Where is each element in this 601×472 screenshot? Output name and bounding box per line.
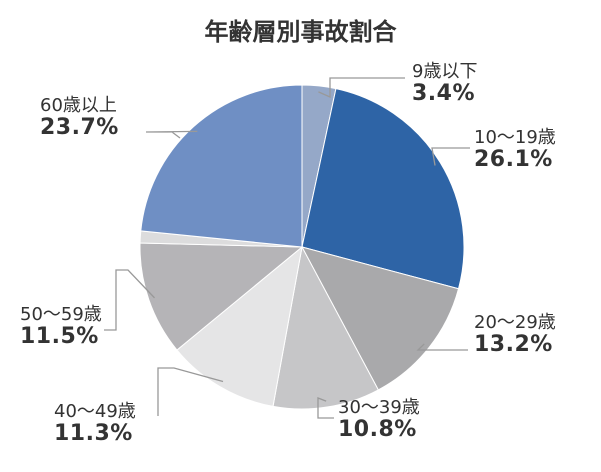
leader-line-5	[104, 269, 155, 331]
leader-line-4	[157, 367, 224, 416]
pie-slice-2	[301, 246, 460, 391]
chart-title: 年齢層別事故割合	[204, 18, 397, 46]
slice-name: 10〜19歳	[474, 127, 556, 148]
pie-slice-3	[272, 245, 379, 410]
slice-name: 20〜29歳	[474, 312, 556, 333]
slice-percent: 10.8%	[338, 417, 417, 443]
slice-percent: 11.3%	[54, 421, 133, 447]
pie-slice-5	[139, 242, 304, 351]
slice-percent: 11.5%	[20, 324, 99, 350]
leader-line-7	[145, 130, 198, 139]
slice-percent: 23.7%	[40, 115, 119, 141]
slice-percent: 3.4%	[412, 81, 476, 107]
slice-name: 60歳以上	[40, 95, 117, 116]
slice-name: 40〜49歳	[54, 401, 136, 422]
slice-label-5: 50〜59歳 11.5%	[20, 304, 102, 350]
slice-percent: 13.2%	[474, 332, 553, 358]
leader-line-3	[317, 397, 334, 419]
pie-slice-1	[301, 88, 465, 290]
slice-label-7: 60歳以上 23.7%	[40, 95, 119, 141]
slice-name: 50〜59歳	[20, 304, 102, 325]
leader-line-1	[431, 147, 470, 166]
leader-line-2	[416, 343, 468, 351]
slice-label-4: 40〜49歳 11.3%	[54, 401, 136, 447]
pie-slice-4	[176, 245, 303, 407]
slice-label-2: 20〜29歳 13.2%	[474, 312, 556, 358]
slice-name: 9歳以下	[412, 61, 478, 82]
slice-label-0: 9歳以下 3.4%	[412, 61, 478, 107]
slice-label-1: 10〜19歳 26.1%	[474, 127, 556, 173]
slice-name: 30〜39歳	[338, 397, 420, 418]
slice-label-3: 30〜39歳 10.8%	[338, 397, 420, 443]
slice-percent: 26.1%	[474, 147, 553, 173]
leader-line-0	[318, 77, 405, 98]
pie-slice-7	[140, 84, 303, 248]
